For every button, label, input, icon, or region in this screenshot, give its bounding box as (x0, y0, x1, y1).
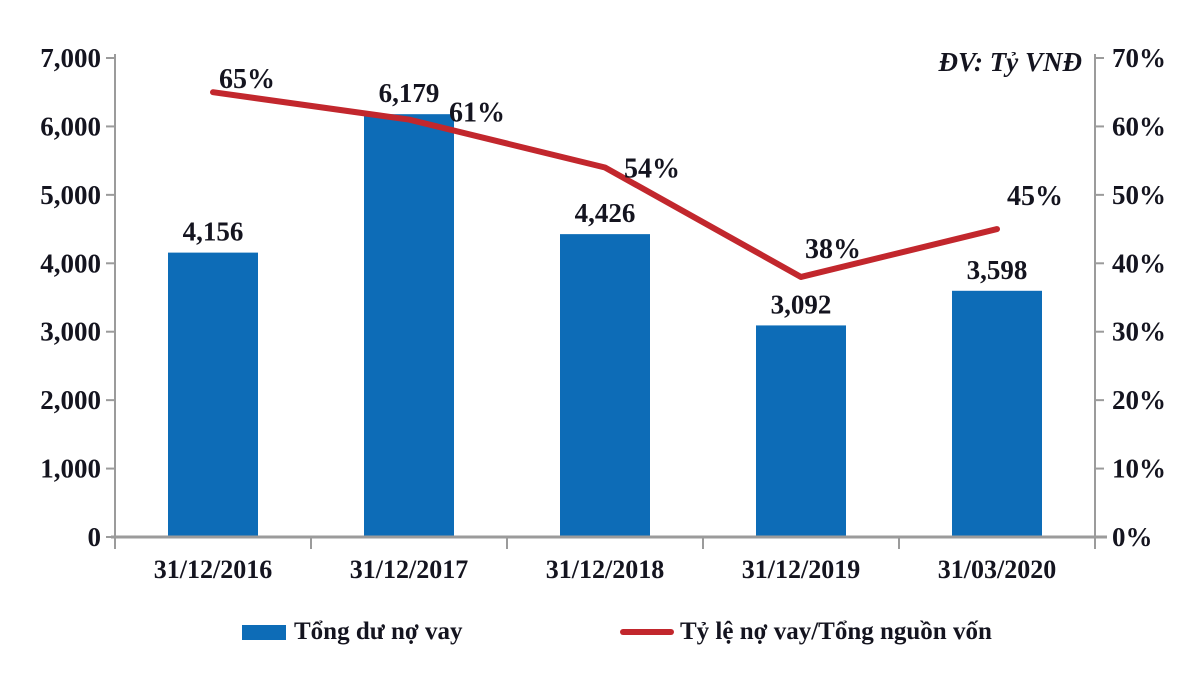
y-axis-right-tick-label: 30% (1112, 317, 1166, 347)
y-axis-left-tick-label: 6,000 (40, 111, 101, 141)
y-axis-right-tick-label: 60% (1112, 111, 1166, 141)
y-axis-right-tick-label: 70% (1112, 43, 1166, 73)
x-axis-label: 31/12/2016 (154, 555, 272, 584)
y-axis-right-tick-label: 0% (1112, 522, 1153, 552)
line-point-label: 38% (805, 234, 861, 265)
line-point-label: 61% (449, 98, 505, 129)
y-axis-right-tick-label: 10% (1112, 454, 1166, 484)
bar-31/12/2018 (560, 234, 650, 538)
line-series-label: Tỷ lệ nợ vay/Tổng nguồn vốn (680, 618, 992, 645)
y-axis-right-tick-label: 50% (1112, 180, 1166, 210)
y-axis-left-tick-label: 1,000 (40, 454, 101, 484)
x-axis-label: 31/12/2017 (350, 555, 468, 584)
legend: Tổng dư nợ vay Tỷ lệ nợ vay/Tổng nguồn v… (0, 611, 1200, 653)
y-axis-left-tick-label: 2,000 (40, 385, 101, 415)
bar-value-label: 4,156 (183, 217, 244, 247)
line-point-label: 45% (1007, 181, 1063, 212)
unit-label: ĐV: Tỷ VNĐ (938, 47, 1082, 77)
y-axis-left-tick-label: 7,000 (40, 43, 101, 73)
x-axis-label: 31/12/2018 (546, 555, 664, 584)
bar-31/03/2020 (952, 290, 1042, 537)
y-axis-left-tick-label: 5,000 (40, 180, 101, 210)
x-axis-label: 31/03/2020 (938, 555, 1056, 584)
bar-value-label: 6,179 (379, 78, 440, 108)
trend-line (210, 89, 1000, 280)
legend-item-bar: Tổng dư nợ vay (242, 611, 462, 653)
bar-value-label: 4,426 (575, 198, 636, 228)
line-point-label: 54% (624, 153, 680, 184)
line-series-swatch (620, 629, 674, 635)
bar-31/12/2017 (364, 114, 454, 537)
legend-item-line: Tỷ lệ nợ vay/Tổng nguồn vốn (620, 611, 992, 653)
y-axis-left-tick-label: 0 (88, 522, 102, 552)
bar-series-swatch (242, 624, 286, 640)
bar-value-label: 3,598 (967, 255, 1028, 285)
y-axis-right-tick-label: 20% (1112, 385, 1166, 415)
bar-31/12/2019 (756, 325, 846, 537)
y-axis-left-tick-label: 3,000 (40, 317, 101, 347)
bar-31/12/2016 (168, 252, 258, 538)
x-axis-label: 31/12/2019 (742, 555, 860, 584)
y-axis-right-tick-label: 40% (1112, 248, 1166, 278)
line-point-label: 65% (219, 64, 275, 95)
bar-value-label: 3,092 (771, 289, 832, 319)
y-axis-left-tick-label: 4,000 (40, 248, 101, 278)
bar-series-label: Tổng dư nợ vay (294, 618, 463, 645)
